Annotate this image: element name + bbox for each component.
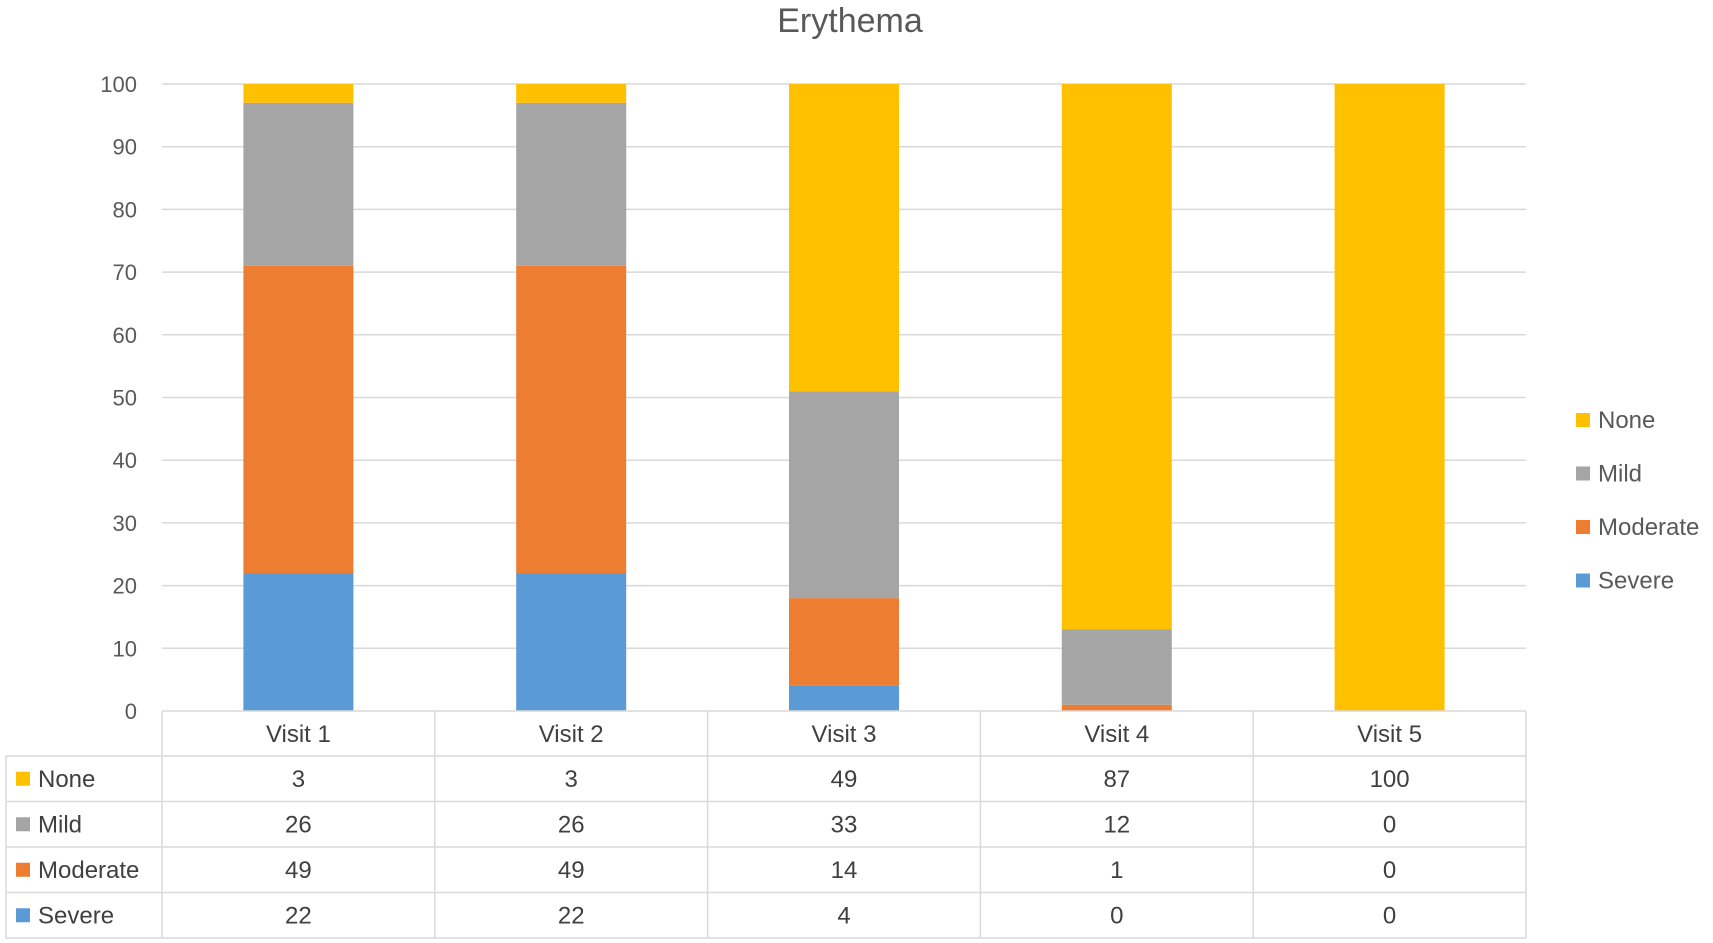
bar-severe-visit-2 — [516, 573, 627, 711]
table-row-label-moderate: Moderate — [38, 857, 139, 884]
y-tick-label-10: 10 — [113, 636, 137, 661]
legend-label-none: None — [1598, 407, 1655, 434]
table-cell-mild-visit-2: 26 — [558, 811, 585, 838]
bar-mild-visit-2 — [516, 102, 627, 266]
table-cell-moderate-visit-3: 14 — [831, 857, 858, 884]
x-category-label-visit-4: Visit 4 — [1084, 721, 1149, 748]
bar-none-visit-3 — [789, 84, 899, 392]
bar-moderate-visit-3 — [789, 598, 899, 686]
bar-none-visit-5 — [1334, 84, 1445, 711]
bar-severe-visit-3 — [789, 685, 899, 711]
table-cell-severe-visit-5: 0 — [1383, 902, 1396, 929]
table-legend-key-severe — [16, 908, 30, 923]
legend-swatch-moderate — [1576, 520, 1590, 534]
table-cell-severe-visit-1: 22 — [285, 902, 312, 929]
table-cell-severe-visit-3: 4 — [837, 902, 850, 929]
table-cell-severe-visit-2: 22 — [558, 902, 585, 929]
legend-label-mild: Mild — [1598, 461, 1642, 488]
bar-severe-visit-1 — [243, 573, 354, 711]
y-tick-label-60: 60 — [113, 323, 137, 348]
table-legend-key-none — [16, 771, 30, 786]
bars — [243, 84, 1445, 711]
bar-mild-visit-4 — [1061, 629, 1172, 705]
table-cell-none-visit-1: 3 — [292, 766, 305, 793]
bar-none-visit-1 — [243, 84, 354, 103]
table-cell-moderate-visit-2: 49 — [558, 857, 585, 884]
legend-label-moderate: Moderate — [1598, 514, 1699, 541]
table-row-label-none: None — [38, 766, 95, 793]
x-category-label-visit-5: Visit 5 — [1357, 721, 1422, 748]
table-cell-moderate-visit-5: 0 — [1383, 857, 1396, 884]
table-cell-moderate-visit-1: 49 — [285, 857, 312, 884]
bar-moderate-visit-2 — [516, 265, 627, 574]
x-category-label-visit-2: Visit 2 — [539, 721, 604, 748]
legend-label-severe: Severe — [1598, 568, 1674, 595]
table-cell-mild-visit-1: 26 — [285, 811, 312, 838]
bar-moderate-visit-1 — [243, 265, 354, 574]
table-cell-moderate-visit-4: 1 — [1110, 857, 1123, 884]
table-legend-key-moderate — [16, 862, 30, 877]
bar-mild-visit-1 — [243, 102, 354, 266]
bar-moderate-visit-4 — [1061, 704, 1172, 711]
y-tick-label-70: 70 — [113, 260, 137, 285]
table-row-label-severe: Severe — [38, 902, 114, 929]
legend-swatch-none — [1576, 413, 1590, 427]
table-cell-none-visit-4: 87 — [1103, 766, 1130, 793]
y-tick-label-40: 40 — [113, 448, 137, 473]
y-tick-label-30: 30 — [113, 511, 137, 536]
table-cell-none-visit-5: 100 — [1370, 766, 1410, 793]
legend-swatch-severe — [1576, 573, 1590, 588]
table-row-label-mild: Mild — [38, 811, 82, 838]
bar-none-visit-2 — [516, 84, 627, 103]
table-cell-none-visit-2: 3 — [565, 766, 578, 793]
legend-swatch-mild — [1576, 466, 1590, 481]
y-tick-label-90: 90 — [113, 135, 137, 160]
x-category-label-visit-1: Visit 1 — [266, 721, 331, 748]
table-legend-key-mild — [16, 817, 30, 832]
legend: None Mild Moderate Severe — [1576, 407, 1699, 595]
chart-title: Erythema — [777, 2, 923, 40]
y-tick-label-50: 50 — [113, 386, 137, 411]
table-cell-mild-visit-4: 12 — [1103, 811, 1130, 838]
table-cell-none-visit-3: 49 — [831, 766, 858, 793]
y-axis: 0 10 20 30 40 50 60 70 80 90 100 — [100, 72, 137, 724]
table-cell-severe-visit-4: 0 — [1110, 902, 1123, 929]
bar-none-visit-4 — [1061, 84, 1172, 630]
y-tick-label-100: 100 — [100, 72, 137, 97]
y-tick-label-80: 80 — [113, 197, 137, 222]
y-tick-label-0: 0 — [125, 699, 137, 724]
table-cell-mild-visit-5: 0 — [1383, 811, 1396, 838]
table-cell-mild-visit-3: 33 — [831, 811, 858, 838]
y-tick-label-20: 20 — [113, 574, 137, 599]
bar-mild-visit-3 — [789, 391, 899, 599]
x-category-label-visit-3: Visit 3 — [812, 721, 877, 748]
data-table: Visit 1 Visit 2 Visit 3 Visit 4 Visit 5 None 3… — [5, 710, 1527, 939]
